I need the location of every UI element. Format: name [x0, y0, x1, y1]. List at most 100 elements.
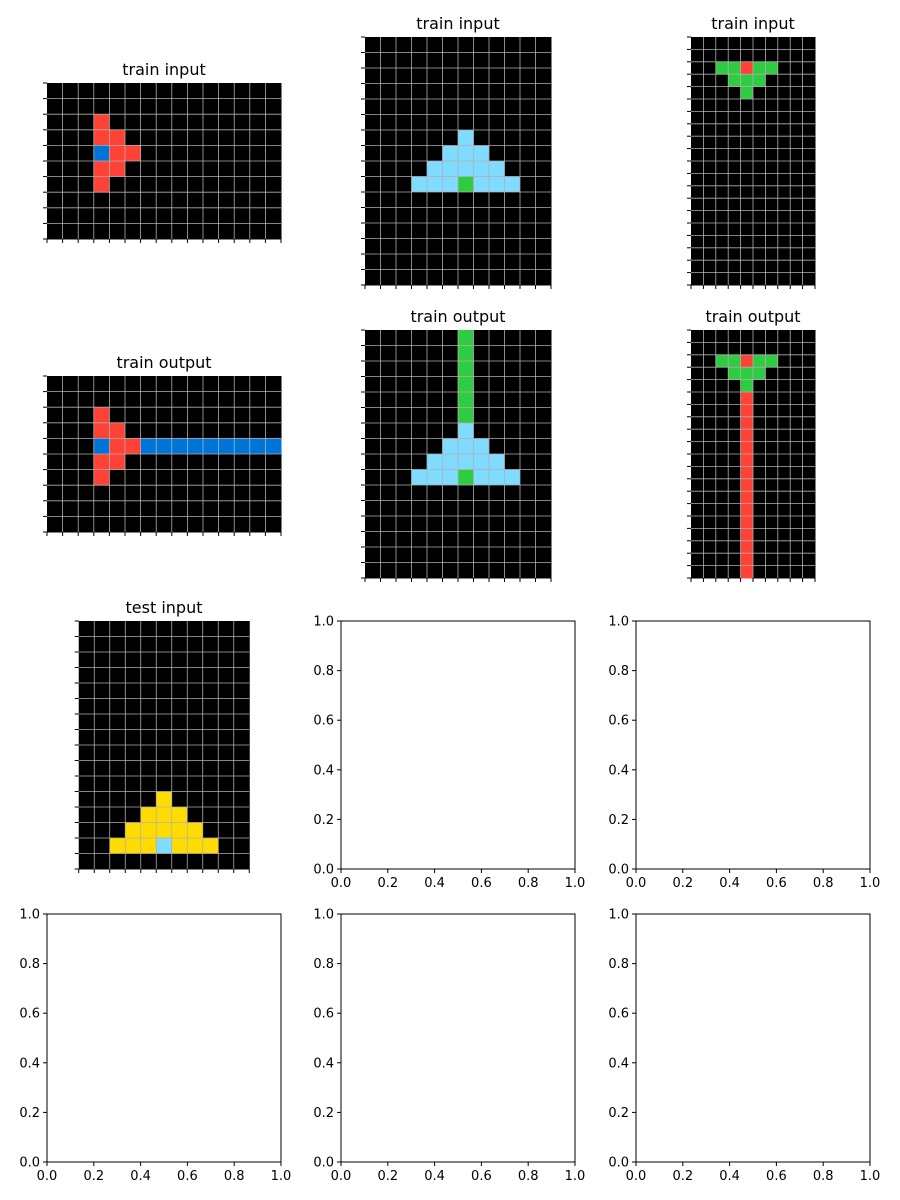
- grid-cell: [380, 531, 397, 548]
- grid-cell: [427, 254, 443, 270]
- grid-cell: [790, 198, 804, 212]
- grid-cell: [427, 562, 443, 579]
- grid-cell: [125, 822, 142, 839]
- grid-cell: [504, 238, 521, 255]
- grid-cell: [777, 123, 791, 137]
- grid-cell: [777, 247, 791, 261]
- grid-cell: [109, 745, 126, 761]
- grid-cell: [396, 500, 412, 517]
- grid-cell: [790, 247, 804, 261]
- grid-cell: [171, 636, 188, 653]
- grid-cell: [790, 37, 804, 50]
- x-tick-label: 0.0: [331, 876, 352, 891]
- grid-cell: [156, 853, 173, 870]
- grid-cell: [802, 99, 816, 112]
- grid-cell: [249, 98, 266, 115]
- panel-title: train output: [410, 307, 505, 326]
- grid-cell: [790, 61, 804, 75]
- grid-cell: [234, 500, 251, 517]
- grid-cell: [740, 111, 754, 125]
- grid-cell: [458, 99, 474, 115]
- grid-cell: [218, 176, 235, 193]
- grid-cell: [715, 491, 729, 505]
- grid-cell: [187, 114, 204, 131]
- grid-cell: [489, 223, 505, 239]
- grid-cell: [109, 114, 126, 131]
- panel-7: test input: [74, 598, 250, 873]
- grid-cell: [47, 438, 64, 455]
- grid-cell: [202, 683, 219, 699]
- grid-cell: [427, 176, 443, 193]
- x-tick-label: 0.4: [130, 1169, 151, 1184]
- grid-cell: [473, 485, 490, 501]
- grid-cell: [109, 207, 126, 224]
- grid-cell: [427, 68, 443, 84]
- grid-cell: [218, 500, 235, 517]
- grid-cell: [715, 354, 729, 368]
- grid-cell: [802, 503, 816, 517]
- grid-cell: [715, 111, 729, 125]
- grid-cell: [93, 129, 110, 146]
- grid-cell: [715, 540, 729, 554]
- grid-cell: [396, 207, 412, 224]
- grid-cell: [520, 52, 536, 69]
- grid-cell: [728, 354, 742, 368]
- grid-cell: [140, 422, 157, 439]
- grid-cell: [78, 683, 95, 699]
- grid-cell: [156, 745, 173, 761]
- grid-cell: [380, 192, 397, 208]
- grid-cell: [777, 235, 791, 249]
- grid-cell: [202, 745, 219, 761]
- grid-cell: [380, 392, 397, 408]
- grid-cell: [458, 238, 474, 255]
- grid-cell: [473, 192, 490, 208]
- grid-cell: [740, 49, 754, 63]
- grid-cell: [504, 114, 521, 131]
- y-tick-label: 0.4: [313, 763, 334, 778]
- grid-cell: [442, 68, 459, 84]
- grid-cell: [504, 469, 521, 486]
- grid-cell: [47, 223, 64, 240]
- grid-cell: [790, 223, 804, 236]
- grid-cell: [427, 223, 443, 239]
- grid-cell: [109, 129, 126, 146]
- grid-cell: [156, 422, 173, 439]
- grid-cell: [62, 454, 79, 471]
- grid-cell: [140, 407, 157, 424]
- grid-cell: [458, 223, 474, 239]
- grid-cell: [777, 540, 791, 554]
- grid-cell: [365, 361, 381, 377]
- grid-cell: [765, 466, 779, 480]
- grid-cell: [442, 238, 459, 255]
- grid-cell: [78, 667, 95, 684]
- grid-cell: [728, 272, 742, 286]
- grid-cell: [691, 235, 704, 249]
- grid-cell: [740, 223, 754, 236]
- grid-cell: [489, 392, 505, 408]
- grid-cell: [411, 192, 428, 208]
- grid-cell: [442, 485, 459, 501]
- grid-cell: [728, 416, 742, 430]
- grid-cell: [777, 516, 791, 529]
- grid-cell: [802, 136, 816, 150]
- panel-title: train input: [122, 60, 205, 79]
- grid-cell: [411, 223, 428, 239]
- grid-cell: [187, 760, 204, 777]
- grid-cell: [78, 652, 95, 668]
- y-tick-label: 0.2: [608, 813, 629, 828]
- grid-cell: [740, 429, 754, 443]
- grid-cell: [411, 114, 428, 131]
- grid-cell: [365, 454, 381, 470]
- panel-12: 0.00.0 0.2 0.2 0.4 0.4 0.6 0.6 0.8 0.8 1.0 1.0: [608, 908, 880, 1185]
- grid-cell: [78, 760, 95, 777]
- grid-cell: [504, 407, 521, 424]
- grid-cell: [156, 729, 173, 746]
- grid-cell: [715, 99, 729, 112]
- grid-cell: [233, 807, 250, 823]
- grid-cell: [218, 683, 235, 699]
- panel-10: 0.00.0 0.2 0.2 0.4 0.4 0.6 0.6 0.8 0.8 1.0 1.0: [19, 908, 291, 1185]
- grid-cell: [765, 136, 779, 150]
- grid-cell: [703, 379, 717, 393]
- y-tick-label: 0.2: [608, 1106, 629, 1121]
- grid-cell: [703, 516, 717, 529]
